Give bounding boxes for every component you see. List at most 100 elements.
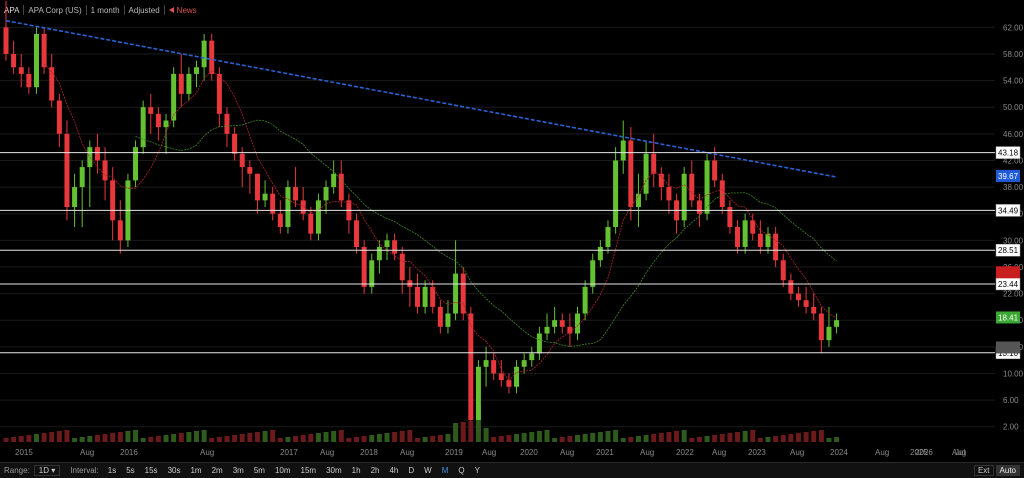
interval-D[interactable]: D bbox=[408, 466, 415, 475]
x-tick-label: 2025 bbox=[910, 448, 928, 457]
volume-bar bbox=[331, 431, 337, 442]
x-tick-label: Jul bbox=[955, 448, 965, 457]
interval-15s[interactable]: 15s bbox=[144, 466, 158, 475]
interval-Q[interactable]: Q bbox=[458, 466, 465, 475]
interval-5m[interactable]: 5m bbox=[253, 466, 265, 475]
y-tick-label: 58.00 bbox=[1003, 50, 1024, 59]
volume-bar bbox=[658, 433, 664, 442]
interval-1h[interactable]: 1h bbox=[351, 466, 361, 475]
chart-header: APA APA Corp (US) 1 month Adjusted News bbox=[0, 0, 201, 20]
candle-body bbox=[186, 73, 192, 94]
candle-body bbox=[87, 147, 93, 168]
interval-2h[interactable]: 2h bbox=[370, 466, 380, 475]
volume-bar bbox=[148, 437, 154, 442]
candle-body bbox=[826, 326, 832, 341]
volume-bar bbox=[719, 434, 725, 442]
volume-bar bbox=[194, 431, 199, 442]
interval-5s[interactable]: 5s bbox=[126, 466, 135, 475]
interval-30m[interactable]: 30m bbox=[326, 466, 342, 475]
volume-bar bbox=[232, 435, 238, 442]
candle-body bbox=[148, 107, 154, 114]
interval-Y[interactable]: Y bbox=[474, 466, 480, 475]
interval-30s[interactable]: 30s bbox=[167, 466, 181, 475]
candle-body bbox=[468, 313, 474, 421]
candle-body bbox=[712, 160, 718, 181]
x-tick-label: Aug bbox=[875, 448, 889, 457]
candle-body bbox=[491, 360, 497, 374]
candle-body bbox=[773, 233, 779, 261]
volume-bar bbox=[788, 434, 794, 442]
volume-bar bbox=[414, 438, 420, 442]
adjust-label[interactable]: Adjusted bbox=[128, 5, 160, 15]
candle-body bbox=[643, 153, 649, 194]
interval-2m[interactable]: 2m bbox=[211, 466, 223, 475]
volume-bar bbox=[704, 436, 710, 442]
toolbar-right: Ext Auto bbox=[973, 465, 1024, 476]
interval-1m[interactable]: 1m bbox=[190, 466, 202, 475]
period-label[interactable]: 1 month bbox=[90, 5, 120, 15]
candle-body bbox=[483, 360, 489, 367]
interval-M[interactable]: M bbox=[441, 466, 449, 475]
news-label: News bbox=[176, 5, 197, 15]
volume-bar bbox=[270, 430, 276, 442]
range-dropdown[interactable]: 1D ▾ bbox=[33, 465, 61, 476]
interval-4h[interactable]: 4h bbox=[389, 466, 399, 475]
header-divider bbox=[123, 5, 125, 15]
price-level-tag bbox=[995, 146, 1021, 159]
interval-1s[interactable]: 1s bbox=[107, 466, 117, 475]
candle-body bbox=[590, 260, 596, 287]
candle-body bbox=[605, 227, 611, 247]
interval-3m[interactable]: 3m bbox=[232, 466, 244, 475]
candle-body bbox=[201, 40, 207, 68]
x-tick-label: Aug bbox=[640, 448, 654, 457]
candle-body bbox=[3, 27, 9, 54]
volume-bar bbox=[338, 430, 344, 442]
candle-body bbox=[41, 33, 47, 68]
volume-bar bbox=[643, 435, 649, 442]
volume-bar bbox=[620, 438, 626, 442]
candle-body bbox=[102, 160, 108, 181]
candle-body bbox=[795, 293, 801, 301]
candle-body bbox=[635, 193, 641, 208]
volume-bar bbox=[102, 434, 108, 442]
candle-body bbox=[765, 233, 771, 247]
company-name: APA Corp (US) bbox=[28, 5, 82, 15]
price-chart[interactable]: 62.0058.0054.0050.0046.0042.0038.0034.00… bbox=[0, 0, 1024, 462]
interval-15m[interactable]: 15m bbox=[300, 466, 317, 475]
volume-bar bbox=[3, 438, 9, 442]
symbol-label[interactable]: APA bbox=[4, 5, 20, 15]
candle-body bbox=[620, 140, 626, 161]
range-label: Range: bbox=[4, 466, 30, 475]
auto-toggle[interactable]: Auto bbox=[995, 465, 1020, 476]
x-tick-label: Aug bbox=[320, 448, 334, 457]
y-tick-label: 30.00 bbox=[1003, 236, 1024, 245]
candle-body bbox=[582, 286, 588, 314]
candle-body bbox=[392, 240, 398, 254]
candle-body bbox=[719, 180, 725, 208]
news-button[interactable]: News bbox=[165, 6, 201, 15]
volume-bar bbox=[72, 438, 78, 442]
candle-body bbox=[155, 113, 161, 128]
interval-10m[interactable]: 10m bbox=[274, 466, 291, 475]
x-tick-label: Aug bbox=[560, 448, 574, 457]
candle-body bbox=[834, 320, 840, 327]
candle-body bbox=[552, 320, 558, 327]
volume-bar bbox=[544, 430, 550, 442]
candle-body bbox=[323, 187, 329, 201]
candle-body bbox=[224, 113, 230, 134]
volume-bar bbox=[437, 435, 443, 442]
volume-bar bbox=[529, 432, 535, 442]
volume-bar bbox=[742, 431, 748, 442]
volume-bar bbox=[491, 437, 497, 442]
volume-bar bbox=[209, 438, 215, 442]
candle-body bbox=[475, 366, 481, 421]
candle-body bbox=[689, 173, 695, 201]
interval-W[interactable]: W bbox=[424, 466, 432, 475]
candle-body bbox=[521, 360, 527, 367]
news-icon bbox=[168, 7, 174, 14]
volume-bar bbox=[87, 436, 93, 442]
volume-bar bbox=[293, 436, 299, 442]
ext-toggle[interactable]: Ext bbox=[973, 465, 994, 476]
candle-body bbox=[544, 326, 550, 334]
candle-body bbox=[361, 246, 367, 287]
